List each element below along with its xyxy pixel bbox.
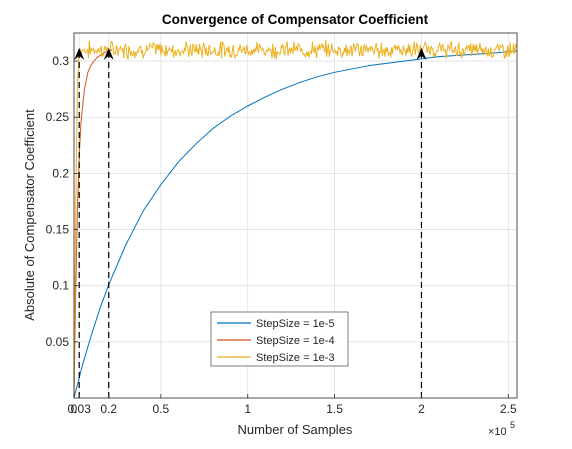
y-tick-label: 0.3: [52, 54, 69, 68]
x-tick-label: 1.5: [326, 402, 343, 416]
series-line-1: [73, 50, 518, 399]
annotation-layer: [74, 47, 427, 398]
legend-entry-label: StepSize = 1e-3: [256, 352, 335, 364]
y-tick-label: 0.05: [46, 335, 70, 349]
x-tick-label: 0.5: [153, 402, 170, 416]
chart-title: Convergence of Compensator Coefficient: [162, 12, 429, 27]
x-tick-label: 0.03: [68, 402, 92, 416]
x-axis-label: Number of Samples: [238, 422, 353, 437]
y-tick-label: 0.15: [46, 223, 70, 237]
annotation-arrow-icon: [416, 47, 427, 60]
legend-entry-label: StepSize = 1e-4: [256, 335, 335, 347]
x-exponent-base: ×10: [488, 426, 507, 438]
y-tick-label: 0.2: [52, 166, 69, 180]
y-tick-label: 0.1: [52, 279, 69, 293]
series-layer: [73, 40, 518, 399]
x-tick-label: 0: [71, 402, 78, 416]
tick-labels: 00.03 0.2 0.5 1 1.5 2 2.5 0.05 0.1 0.15 0.2 0.25 0.3: [46, 54, 517, 416]
y-tick-label: 0.25: [46, 110, 70, 124]
x-tick-label: 2: [418, 402, 425, 416]
x-exponent-power: 5: [510, 420, 515, 430]
x-tick-label: 1: [244, 402, 251, 416]
axes: [73, 32, 518, 399]
series-line-3: [73, 40, 518, 399]
x-tick-label: 0.2: [100, 402, 117, 416]
annotation-arrow-icon: [103, 47, 114, 60]
axes-box: [73, 32, 518, 399]
legend: StepSize = 1e-5 StepSize = 1e-4 StepSize =…: [210, 311, 349, 367]
x-exponent: ×10 5: [488, 420, 515, 438]
annotation-arrow-icon: [74, 47, 85, 60]
x-tick-label: 2.5: [500, 402, 517, 416]
legend-entry-label: StepSize = 1e-5: [256, 318, 335, 330]
y-axis-label: Absolute of Compensator Coefficient: [22, 109, 37, 321]
